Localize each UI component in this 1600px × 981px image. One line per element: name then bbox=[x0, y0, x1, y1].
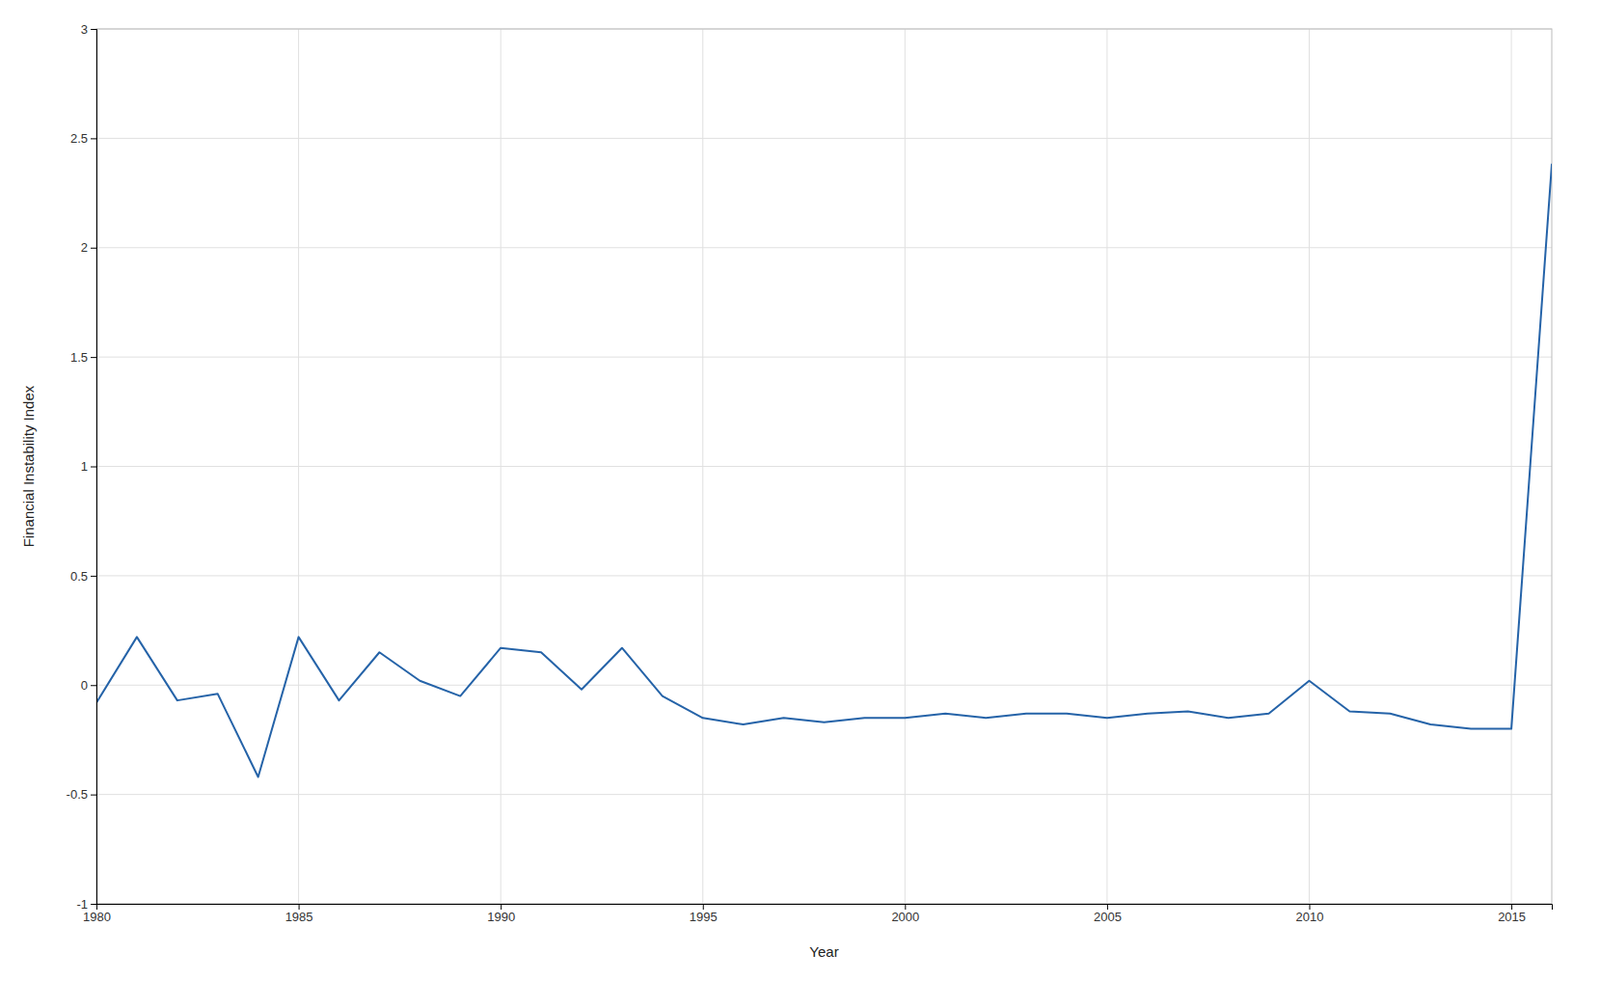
y-tick: 2 bbox=[81, 240, 97, 255]
x-tick-label: 1985 bbox=[285, 909, 314, 924]
y-tick-label: -1 bbox=[76, 896, 88, 912]
y-tick-label: 2.5 bbox=[70, 131, 88, 146]
y-tick-mark bbox=[90, 684, 97, 686]
y-axis-line bbox=[90, 29, 98, 905]
x-tick: 2005 bbox=[1093, 903, 1122, 924]
y-tick-label: 2 bbox=[81, 240, 88, 255]
y-tick-mark bbox=[90, 28, 97, 30]
x-tick: 1985 bbox=[285, 903, 314, 924]
y-tick: 2.5 bbox=[70, 131, 97, 146]
marks bbox=[96, 164, 1552, 778]
line bbox=[96, 164, 1552, 778]
x-tick: 2010 bbox=[1296, 903, 1325, 924]
grid bbox=[96, 28, 1552, 904]
x-tick: 1990 bbox=[487, 903, 516, 924]
x-tick: 1995 bbox=[689, 903, 718, 924]
x-tick-label: 1980 bbox=[82, 909, 111, 924]
x-tick-label: 1990 bbox=[487, 909, 516, 924]
y-grid-line bbox=[96, 684, 1552, 686]
x-tick-label: 2000 bbox=[891, 909, 920, 924]
x-tick-mark bbox=[1511, 903, 1513, 910]
chart: 1980 1985 1990 1995 2000 2005 2010 2015 -1 -0.5 0 0… bbox=[0, 0, 1600, 981]
x-tick-label: 2005 bbox=[1093, 909, 1122, 924]
x-tick-mark bbox=[703, 903, 705, 910]
y-tick-label: 0.5 bbox=[70, 569, 88, 584]
x-tick-mark bbox=[1107, 903, 1109, 910]
y-tick-mark bbox=[90, 794, 97, 796]
y-grid-line bbox=[96, 574, 1552, 576]
x-tick-label: 2015 bbox=[1497, 909, 1526, 924]
y-tick-label: 1.5 bbox=[70, 350, 88, 365]
y-grid-line bbox=[96, 356, 1552, 358]
x-tick: 2015 bbox=[1497, 903, 1526, 924]
y-tick: 0 bbox=[81, 677, 97, 693]
x-axis: 1980 1985 1990 1995 2000 2005 2010 2015 bbox=[82, 903, 1552, 924]
y-axis: -1 -0.5 0 0.5 1 1.5 2 2.5 3 bbox=[66, 22, 98, 912]
y-axis-title: Financial Instability Index bbox=[20, 384, 37, 547]
x-tick-label: 1995 bbox=[689, 909, 718, 924]
y-tick-label: 3 bbox=[81, 22, 88, 37]
x-tick-mark bbox=[500, 903, 502, 910]
x-axis-line bbox=[97, 904, 1553, 911]
y-tick-mark bbox=[90, 903, 97, 905]
y-tick: 1 bbox=[81, 459, 97, 474]
y-tick: -1 bbox=[76, 896, 97, 912]
x-tick-mark bbox=[904, 903, 906, 910]
y-tick-label: 1 bbox=[81, 459, 88, 474]
y-tick: 1.5 bbox=[70, 350, 97, 365]
y-tick-label: -0.5 bbox=[66, 786, 88, 802]
y-tick-mark bbox=[90, 356, 97, 358]
y-tick-label: 0 bbox=[81, 677, 88, 693]
plot: 1980 1985 1990 1995 2000 2005 2010 2015 -1 -0.5 0 0… bbox=[20, 22, 1553, 960]
plot-frame bbox=[96, 28, 1552, 904]
y-tick: -0.5 bbox=[66, 786, 97, 802]
y-grid-line bbox=[96, 137, 1552, 139]
x-tick: 2000 bbox=[891, 903, 920, 924]
y-tick-mark bbox=[90, 575, 97, 577]
x-tick-mark bbox=[298, 903, 300, 910]
y-tick-mark bbox=[90, 137, 97, 139]
y-tick: 3 bbox=[81, 22, 97, 37]
x-axis-title: Year bbox=[809, 943, 839, 960]
y-grid-line bbox=[96, 793, 1552, 795]
y-grid-line bbox=[96, 465, 1552, 467]
y-tick: 0.5 bbox=[70, 569, 97, 584]
y-grid-line bbox=[96, 246, 1552, 248]
y-tick-mark bbox=[90, 247, 97, 249]
x-tick-label: 2010 bbox=[1296, 909, 1325, 924]
y-tick-mark bbox=[90, 466, 97, 468]
x-tick-mark bbox=[1309, 903, 1311, 910]
